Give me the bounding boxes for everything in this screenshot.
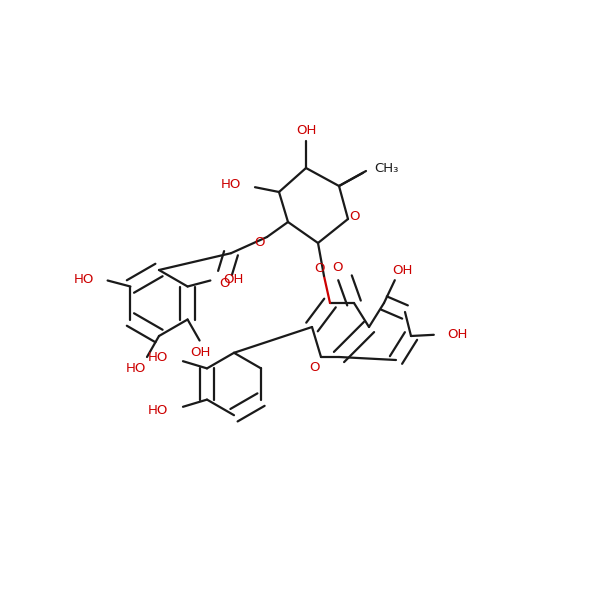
Text: O: O — [349, 209, 359, 223]
Text: CH₃: CH₃ — [374, 161, 398, 175]
Text: OH: OH — [392, 263, 412, 277]
Text: OH: OH — [447, 328, 467, 341]
Text: HO: HO — [74, 273, 94, 286]
Text: O: O — [310, 361, 320, 374]
Text: O: O — [220, 277, 230, 290]
Text: HO: HO — [125, 362, 146, 376]
Text: O: O — [332, 260, 343, 274]
Text: OH: OH — [296, 124, 316, 137]
Text: O: O — [314, 262, 325, 275]
Text: HO: HO — [148, 404, 168, 417]
Text: O: O — [254, 236, 265, 250]
Text: HO: HO — [148, 351, 168, 364]
Text: OH: OH — [191, 346, 211, 359]
Text: OH: OH — [224, 273, 244, 286]
Text: HO: HO — [221, 178, 241, 191]
